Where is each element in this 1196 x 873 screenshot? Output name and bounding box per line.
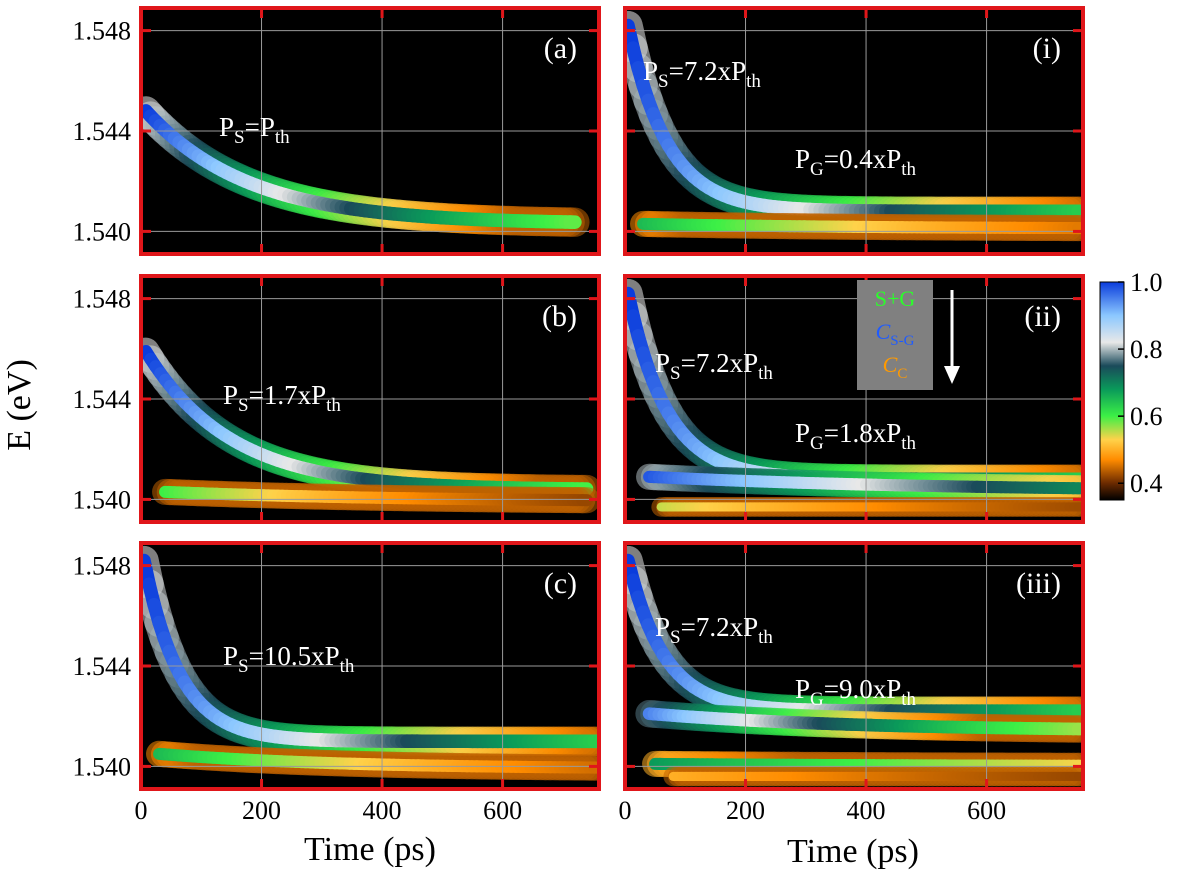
y-tick-label: 1.548 [73, 285, 132, 314]
emission-branch [152, 478, 599, 514]
heatmap-traces [141, 96, 590, 237]
x-tick-label: 200 [242, 796, 281, 825]
y-axis-title: E (eV) [1, 359, 38, 451]
heatmap-traces [625, 545, 1083, 787]
emission-branch [146, 740, 599, 781]
y-tick-label: 1.548 [73, 552, 132, 581]
panel-i: (i) PS=7.2xPth PG=0.4xPth [623, 6, 1085, 256]
y-tick-label: 1.544 [73, 385, 132, 414]
power-annotation: PS=7.2xPth [643, 56, 761, 92]
panel-b: 1.540 1.544 1.548 (b) PS=1.7xPth [73, 274, 601, 524]
panel-a: 1.540 1.544 1.548 (a) PS=Pth [73, 6, 601, 256]
emission-branch [141, 545, 599, 756]
x-axis-title-right: Time (ps) [787, 833, 919, 870]
panel-label: (a) [544, 32, 577, 65]
power-annotation: PS=7.2xPth [655, 612, 773, 648]
x-tick-label: 600 [967, 796, 1006, 825]
emission-branch [141, 96, 590, 237]
arrow-head [944, 366, 960, 384]
colorbar-tick-label: 0.8 [1130, 335, 1163, 364]
heatmap-traces [625, 10, 1083, 242]
emission-branch [636, 463, 1083, 502]
y-tick-label: 1.540 [73, 752, 132, 781]
power-annotation: PG=1.8xPth [795, 418, 917, 454]
y-tick-label: 1.540 [73, 485, 132, 514]
emission-branch [630, 210, 1083, 242]
y-tick-label: 1.548 [73, 17, 132, 46]
panel-label: (ii) [1024, 300, 1061, 333]
power-annotation: PS=10.5xPth [223, 641, 355, 677]
x-tick-label: 200 [726, 796, 765, 825]
y-tick-label: 1.544 [73, 652, 132, 681]
x-tick-label: 0 [135, 796, 148, 825]
panel-c: 1.540 1.544 1.548 0 200 400 600 (c) PS=10.5xPth [73, 541, 601, 825]
panel-ii: (ii) PS=7.2xPth PG=1.8xPth S+G CS-GCC [623, 274, 1085, 524]
colorbar-ticks: 0.4 0.6 0.8 1.0 [1118, 268, 1163, 498]
power-annotation: PS=Pth [219, 112, 290, 148]
legend-entry: S+G [875, 286, 916, 311]
panel-iii: 0 200 400 600 (iii) PS=7.2xPth PG=9.0xPth [619, 541, 1085, 825]
x-tick-label: 0 [619, 796, 632, 825]
colorbar: 0.4 0.6 0.8 1.0 [1099, 268, 1163, 501]
colorbar-tick-label: 0.4 [1130, 469, 1163, 498]
panel-label: (i) [1033, 32, 1061, 65]
power-annotation: PS=7.2xPth [655, 348, 773, 384]
legend-entry: CC [883, 352, 908, 382]
colorbar-tick-label: 1.0 [1130, 268, 1163, 297]
legend-entry: CS-G [876, 319, 915, 349]
emission-branch [642, 750, 1083, 779]
panel-label: (c) [544, 567, 577, 600]
x-tick-label: 600 [483, 796, 522, 825]
y-tick-label: 1.540 [73, 217, 132, 246]
panels: 1.540 1.544 1.548 (a) PS=Pth 1.540 1.544 1.548 (… [73, 6, 1085, 825]
power-annotation: PS=1.7xPth [223, 380, 341, 416]
colorbar-body [1099, 281, 1125, 501]
power-annotation: PG=0.4xPth [795, 144, 917, 180]
x-tick-label: 400 [847, 796, 886, 825]
heatmap-traces [141, 545, 599, 781]
legend-box [857, 280, 933, 390]
x-tick-label: 400 [363, 796, 402, 825]
colorbar-tick-label: 0.6 [1130, 402, 1163, 431]
emission-branch [625, 10, 1083, 227]
x-axis-title-left: Time (ps) [304, 831, 436, 868]
panel-label: (iii) [1016, 567, 1061, 600]
heatmap-traces [141, 337, 599, 514]
heatmap-traces [625, 278, 1083, 517]
panel-label: (b) [542, 300, 577, 333]
power-annotation: PG=9.0xPth [795, 674, 917, 710]
emission-branch [635, 699, 1083, 743]
legend: S+G CS-GCC [857, 280, 960, 390]
y-tick-label: 1.544 [73, 117, 132, 146]
